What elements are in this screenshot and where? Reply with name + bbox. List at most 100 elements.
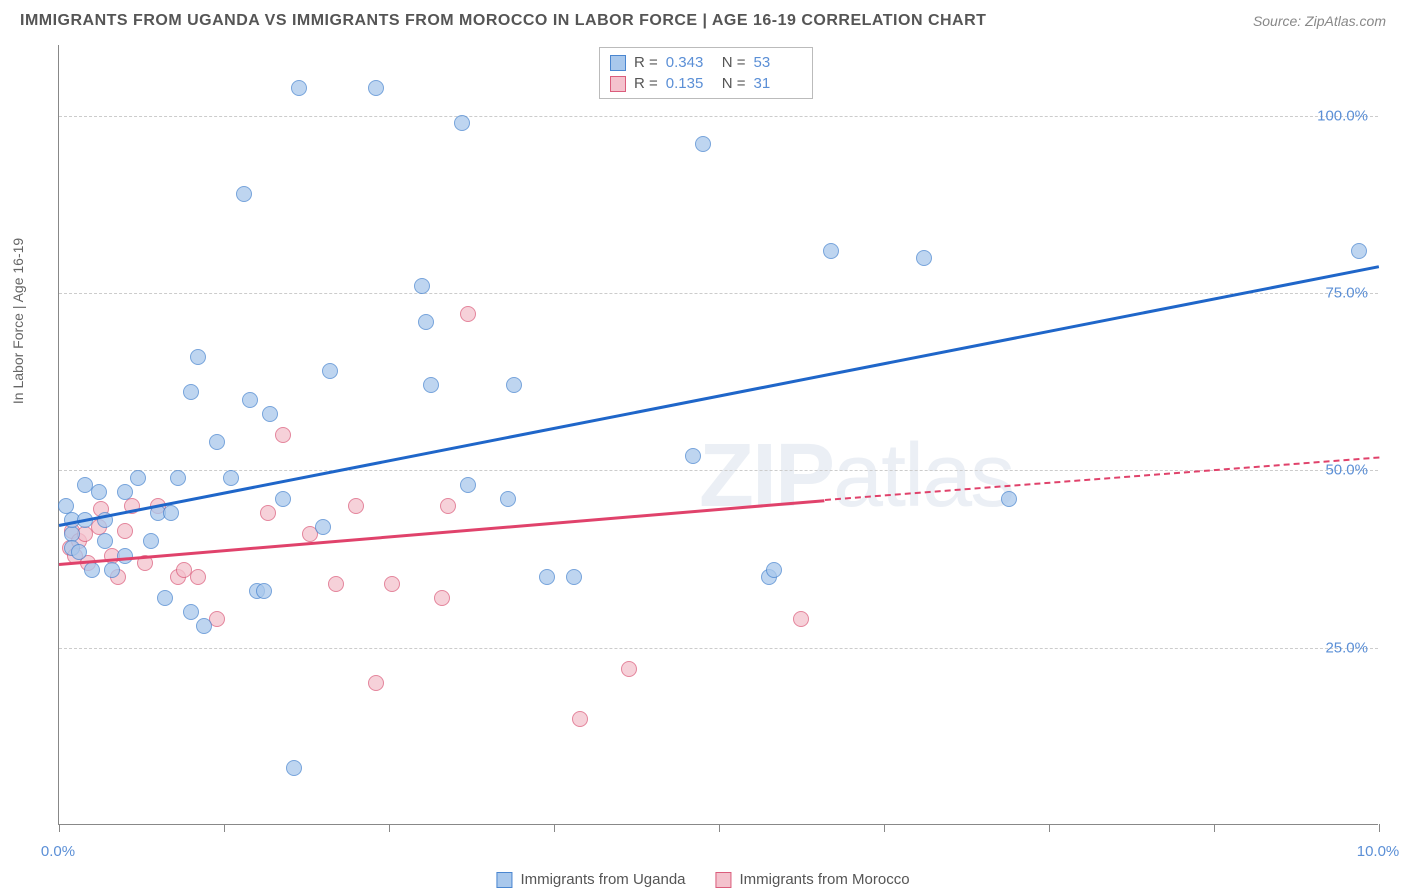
marker-morocco: [117, 523, 133, 539]
marker-morocco: [260, 505, 276, 521]
marker-morocco: [190, 569, 206, 585]
marker-uganda: [1351, 243, 1367, 259]
stats-row-uganda: R = 0.343 N = 53: [610, 52, 802, 73]
trend-line: [825, 456, 1380, 501]
marker-morocco: [384, 576, 400, 592]
marker-uganda: [566, 569, 582, 585]
swatch-morocco: [610, 76, 626, 92]
bottom-legend: Immigrants from Uganda Immigrants from M…: [496, 871, 909, 888]
marker-uganda: [423, 377, 439, 393]
marker-uganda: [315, 519, 331, 535]
x-tick: [224, 824, 225, 832]
marker-uganda: [236, 186, 252, 202]
marker-uganda: [91, 484, 107, 500]
marker-uganda: [256, 583, 272, 599]
marker-uganda: [539, 569, 555, 585]
marker-uganda: [418, 314, 434, 330]
marker-uganda: [368, 80, 384, 96]
legend-label-morocco: Immigrants from Morocco: [740, 871, 910, 888]
swatch-uganda-icon: [496, 872, 512, 888]
marker-uganda: [286, 760, 302, 776]
marker-uganda: [130, 470, 146, 486]
source-attribution: Source: ZipAtlas.com: [1253, 13, 1386, 29]
chart-title: IMMIGRANTS FROM UGANDA VS IMMIGRANTS FRO…: [20, 12, 986, 30]
legend-item-uganda: Immigrants from Uganda: [496, 871, 685, 888]
y-tick-label: 50.0%: [1325, 462, 1368, 479]
marker-morocco: [328, 576, 344, 592]
marker-uganda: [97, 533, 113, 549]
stats-legend-box: R = 0.343 N = 53 R = 0.135 N = 31: [599, 47, 813, 99]
marker-morocco: [348, 498, 364, 514]
marker-morocco: [275, 427, 291, 443]
y-tick-label: 25.0%: [1325, 639, 1368, 656]
marker-uganda: [695, 136, 711, 152]
x-tick: [719, 824, 720, 832]
x-tick: [1049, 824, 1050, 832]
marker-morocco: [572, 711, 588, 727]
marker-uganda: [506, 377, 522, 393]
marker-uganda: [190, 349, 206, 365]
marker-uganda: [766, 562, 782, 578]
x-tick: [1214, 824, 1215, 832]
swatch-uganda: [610, 55, 626, 71]
marker-uganda: [143, 533, 159, 549]
marker-uganda: [916, 250, 932, 266]
stats-row-morocco: R = 0.135 N = 31: [610, 73, 802, 94]
marker-uganda: [262, 406, 278, 422]
x-tick: [389, 824, 390, 832]
r-label: R =: [634, 75, 658, 92]
legend-label-uganda: Immigrants from Uganda: [520, 871, 685, 888]
marker-uganda: [71, 544, 87, 560]
marker-morocco: [434, 590, 450, 606]
y-axis-label: In Labor Force | Age 16-19: [10, 238, 26, 404]
r-label: R =: [634, 54, 658, 71]
gridline-h: [59, 648, 1378, 649]
legend-item-morocco: Immigrants from Morocco: [716, 871, 910, 888]
marker-uganda: [104, 562, 120, 578]
marker-uganda: [685, 448, 701, 464]
y-tick-label: 100.0%: [1317, 107, 1368, 124]
marker-uganda: [322, 363, 338, 379]
marker-uganda: [183, 604, 199, 620]
gridline-h: [59, 116, 1378, 117]
marker-uganda: [196, 618, 212, 634]
marker-uganda: [242, 392, 258, 408]
x-tick: [1379, 824, 1380, 832]
marker-morocco: [793, 611, 809, 627]
x-tick: [59, 824, 60, 832]
x-tick-label: 10.0%: [1357, 843, 1400, 860]
marker-morocco: [440, 498, 456, 514]
marker-uganda: [500, 491, 516, 507]
marker-uganda: [823, 243, 839, 259]
marker-uganda: [84, 562, 100, 578]
marker-uganda: [183, 384, 199, 400]
marker-uganda: [117, 548, 133, 564]
x-tick-label: 0.0%: [41, 843, 75, 860]
n-value-uganda: 53: [754, 54, 802, 71]
plot-area: ZIPatlas R = 0.343 N = 53 R = 0.135 N = …: [58, 45, 1378, 825]
marker-morocco: [460, 306, 476, 322]
marker-uganda: [454, 115, 470, 131]
n-label: N =: [722, 54, 746, 71]
gridline-h: [59, 293, 1378, 294]
y-tick-label: 75.0%: [1325, 285, 1368, 302]
marker-uganda: [170, 470, 186, 486]
marker-uganda: [414, 278, 430, 294]
r-value-morocco: 0.135: [666, 75, 714, 92]
x-tick: [884, 824, 885, 832]
marker-uganda: [1001, 491, 1017, 507]
n-value-morocco: 31: [754, 75, 802, 92]
marker-morocco: [368, 675, 384, 691]
marker-uganda: [460, 477, 476, 493]
marker-uganda: [209, 434, 225, 450]
swatch-morocco-icon: [716, 872, 732, 888]
marker-morocco: [621, 661, 637, 677]
marker-uganda: [223, 470, 239, 486]
watermark: ZIPatlas: [699, 425, 1013, 528]
marker-uganda: [275, 491, 291, 507]
x-tick: [554, 824, 555, 832]
n-label: N =: [722, 75, 746, 92]
marker-uganda: [117, 484, 133, 500]
marker-uganda: [157, 590, 173, 606]
marker-uganda: [291, 80, 307, 96]
